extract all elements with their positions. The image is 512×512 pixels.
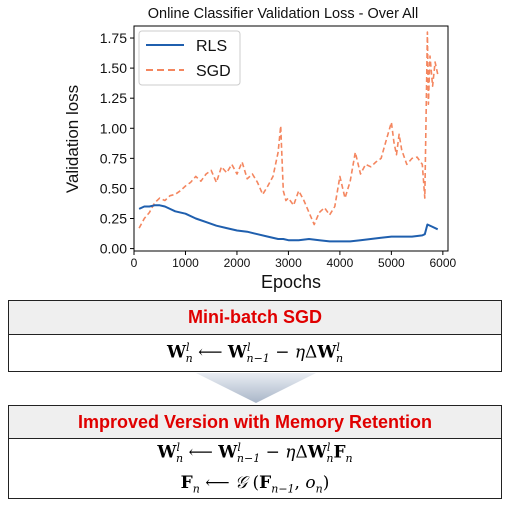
y-tick-label: 0.00	[100, 241, 127, 257]
validation-loss-chart: Online Classifier Validation Loss - Over…	[63, 6, 457, 292]
plot-frame	[133, 25, 449, 252]
chart-title: Online Classifier Validation Loss - Over…	[148, 6, 419, 22]
x-tick-label: 2000	[224, 256, 251, 270]
legend-label-sgd: SGD	[196, 63, 231, 80]
improved-update-rule: Wln ⟵ Wln−1 − ηΔWlnFn	[157, 441, 353, 466]
x-axis: 0 1000 2000 3000 4000 5000 6000	[131, 251, 457, 270]
memory-update-rule: Fn ⟵ 𝒢 (Fn−1, on)	[180, 473, 330, 496]
y-axis: 0.00 0.25 0.50 0.75 1.00 1.25 1.50 1.75	[100, 30, 134, 257]
mini-batch-sgd-box: Mini-batch SGD Wln ⟵ Wln−1 − ηΔWln	[8, 300, 502, 372]
x-axis-label: Epochs	[261, 272, 321, 292]
x-tick-label: 0	[131, 256, 138, 270]
mini-batch-sgd-title: Mini-batch SGD	[9, 301, 501, 335]
memory-retention-equations: Wln ⟵ Wln−1 − ηΔWlnFn Fn ⟵ 𝒢 (Fn−1, on)	[9, 439, 501, 499]
x-tick-label: 6000	[430, 256, 457, 270]
memory-retention-box: Improved Version with Memory Retention W…	[8, 405, 502, 499]
y-tick-label: 1.25	[100, 90, 127, 106]
y-tick-label: 0.75	[100, 150, 127, 166]
x-tick-label: 5000	[378, 256, 405, 270]
y-axis-label: Validation loss	[63, 85, 82, 193]
y-tick-label: 1.75	[100, 30, 127, 46]
x-tick-label: 1000	[172, 256, 199, 270]
legend: RLS SGD	[138, 30, 241, 86]
y-tick-label: 1.50	[100, 60, 127, 76]
y-tick-label: 0.25	[100, 211, 127, 227]
memory-retention-title: Improved Version with Memory Retention	[9, 406, 501, 439]
x-tick-label: 4000	[327, 256, 354, 270]
series-layer	[138, 31, 439, 243]
sgd-update-rule: Wln ⟵ Wln−1 − ηΔWln	[166, 340, 344, 366]
x-tick-label: 3000	[275, 256, 302, 270]
sgd-update-equation: Wln ⟵ Wln−1 − ηΔWln	[9, 335, 501, 372]
legend-label-rls: RLS	[196, 38, 227, 55]
y-tick-label: 1.00	[100, 120, 127, 136]
series-line-rls	[138, 204, 439, 243]
series-line-sgd	[138, 31, 439, 229]
down-arrow-icon	[196, 373, 316, 403]
y-tick-label: 0.50	[100, 180, 127, 196]
